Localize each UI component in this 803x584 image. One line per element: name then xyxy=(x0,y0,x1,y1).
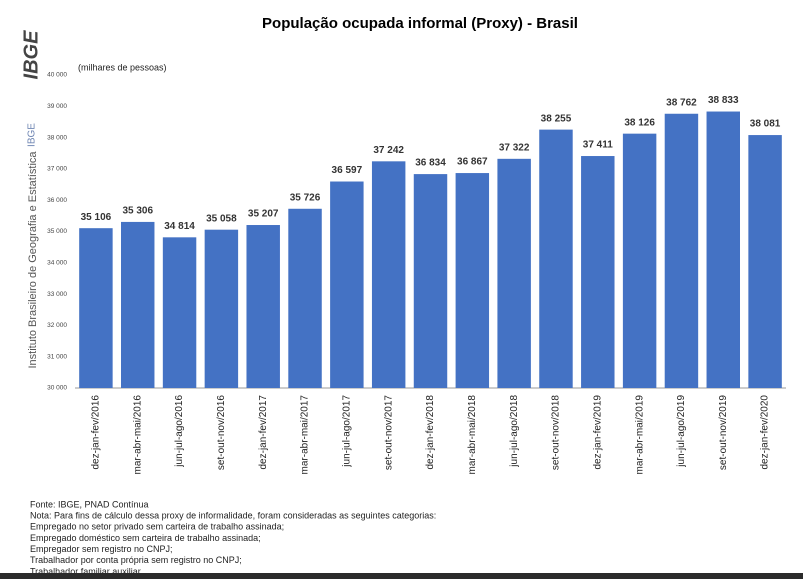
value-label: 34 814 xyxy=(164,221,195,232)
bottom-strip xyxy=(0,573,803,579)
value-label: 37 322 xyxy=(499,142,530,153)
value-label: 38 126 xyxy=(624,117,655,128)
value-label: 37 411 xyxy=(583,140,613,151)
x-tick-label: mar-abr-mai/2018 xyxy=(467,395,478,475)
x-tick-label: jun-jul-ago/2017 xyxy=(341,395,352,468)
value-label: 38 762 xyxy=(666,97,697,108)
institute: Instituto Brasileiro de Geografia e Esta… xyxy=(27,151,39,369)
footnote: Trabalhador por conta própria sem regist… xyxy=(30,555,242,565)
value-label: 38 081 xyxy=(750,119,781,130)
y-axis-label: (milhares de pessoas) xyxy=(78,62,167,72)
footnote: Empregador sem registro no CNPJ; xyxy=(30,544,173,554)
bar xyxy=(246,225,280,388)
y-tick-label: 36 000 xyxy=(47,197,67,204)
x-tick-label: dez-jan-fev/2017 xyxy=(258,395,269,470)
x-tick-label: dez-jan-fev/2020 xyxy=(760,395,771,470)
logo: IBGE xyxy=(20,30,42,80)
y-tick-label: 30 000 xyxy=(47,385,67,392)
value-label: 35 726 xyxy=(290,192,321,203)
x-tick-label: jun-jul-ago/2018 xyxy=(509,395,520,468)
y-tick-label: 34 000 xyxy=(47,260,67,267)
value-label: 35 106 xyxy=(81,212,112,223)
bar xyxy=(706,111,740,388)
y-tick-label: 37 000 xyxy=(47,166,67,173)
bar xyxy=(204,229,239,388)
footnote: Trabalhador familiar auxiliar. xyxy=(30,566,143,576)
bar xyxy=(121,221,155,388)
bar xyxy=(162,237,197,388)
value-label: 35 306 xyxy=(122,206,153,217)
value-label: 38 255 xyxy=(541,113,572,124)
bar xyxy=(539,129,573,388)
y-tick-label: 33 000 xyxy=(47,291,67,298)
value-label: 36 834 xyxy=(415,158,446,169)
x-tick-label: dez-jan-fev/2019 xyxy=(592,395,603,470)
x-tick-label: jun-jul-ago/2016 xyxy=(174,395,185,468)
x-tick-label: set-out-nov/2018 xyxy=(551,395,562,470)
logo-short: IBGE xyxy=(27,123,38,147)
footnote: Nota: Para fins de cálculo dessa proxy d… xyxy=(30,510,436,520)
x-tick-label: mar-abr-mai/2016 xyxy=(132,395,143,475)
y-tick-label: 40 000 xyxy=(47,72,67,79)
y-tick-label: 38 000 xyxy=(47,134,67,141)
footnote: Empregado doméstico sem carteira de trab… xyxy=(30,533,261,543)
value-label: 36 597 xyxy=(332,165,363,176)
x-tick-label: mar-abr-mai/2019 xyxy=(634,395,645,475)
bar xyxy=(288,208,322,388)
bar xyxy=(455,173,490,388)
value-label: 35 058 xyxy=(206,213,237,224)
value-label: 37 242 xyxy=(373,145,404,156)
bar xyxy=(581,156,615,388)
x-tick-label: dez-jan-fev/2018 xyxy=(425,395,436,470)
source: Fonte: IBGE, PNAD Contínua xyxy=(30,499,149,509)
y-tick-label: 32 000 xyxy=(47,322,67,329)
x-tick-label: set-out-nov/2017 xyxy=(383,395,394,470)
bar xyxy=(497,158,531,388)
x-tick-label: mar-abr-mai/2017 xyxy=(300,395,311,475)
value-label: 38 833 xyxy=(708,95,739,106)
y-tick-label: 35 000 xyxy=(47,228,67,235)
x-tick-label: set-out-nov/2019 xyxy=(718,395,729,470)
x-tick-label: set-out-nov/2016 xyxy=(216,395,227,470)
chart-title: População ocupada informal (Proxy) - Bra… xyxy=(262,15,578,32)
bar xyxy=(79,228,113,388)
value-label: 35 207 xyxy=(248,209,279,220)
y-tick-label: 39 000 xyxy=(47,103,67,110)
footnote: Empregado no setor privado sem carteira … xyxy=(30,522,284,532)
y-tick-label: 31 000 xyxy=(47,353,67,360)
bar xyxy=(330,181,364,388)
bar xyxy=(413,174,448,388)
bar xyxy=(371,161,406,388)
bar xyxy=(622,133,657,388)
x-tick-label: jun-jul-ago/2019 xyxy=(676,395,687,468)
bar xyxy=(664,113,699,389)
value-label: 36 867 xyxy=(457,157,488,168)
x-tick-label: dez-jan-fev/2016 xyxy=(91,395,102,470)
bar xyxy=(748,135,782,388)
